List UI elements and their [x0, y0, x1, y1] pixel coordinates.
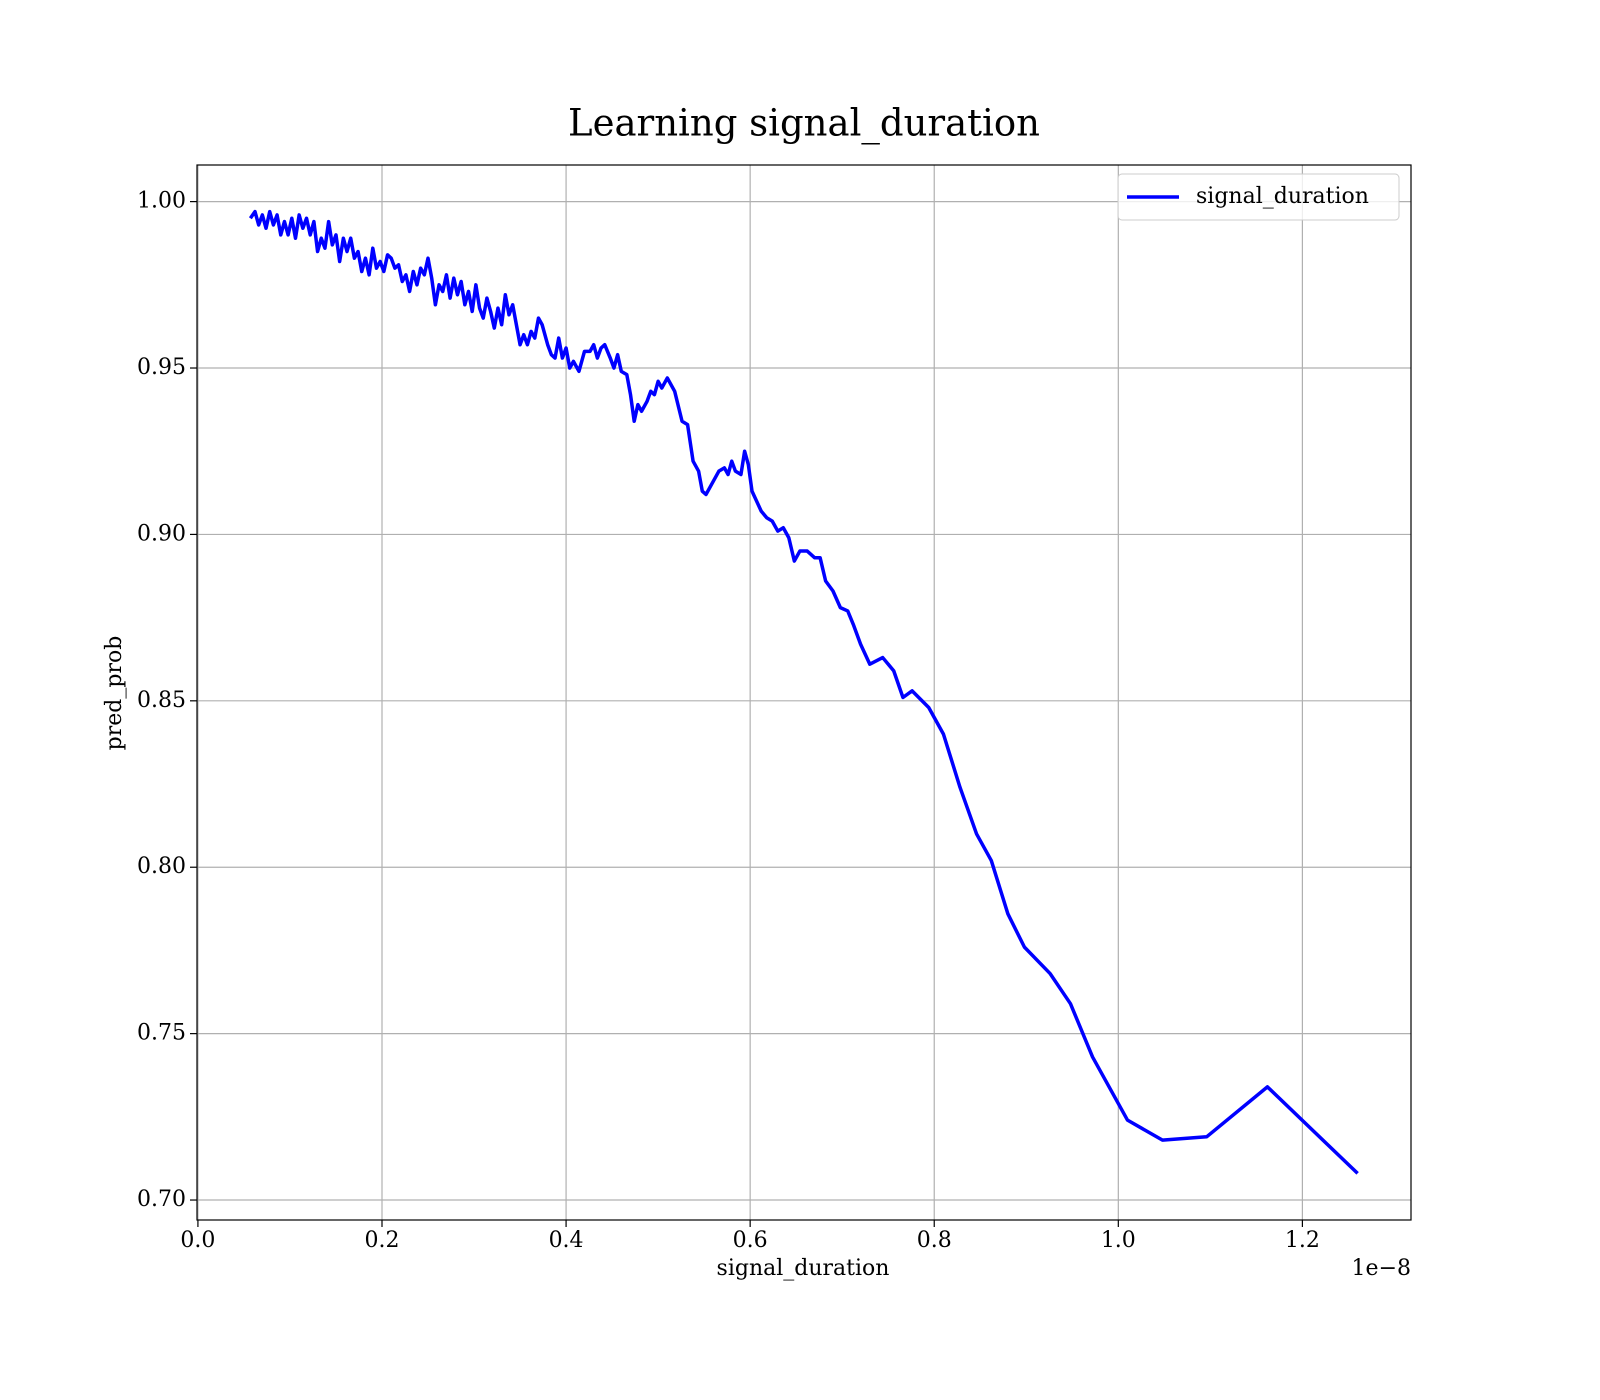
- y-tick-label: 1.00: [137, 189, 186, 214]
- y-tick-label: 0.85: [137, 688, 186, 713]
- x-tick-label: 0.8: [917, 1228, 952, 1253]
- legend-box: [1117, 173, 1400, 221]
- y-tick-label: 0.80: [137, 854, 186, 879]
- x-tick-label: 0.6: [733, 1228, 768, 1253]
- chart-title: Learning signal_duration: [568, 102, 1040, 146]
- x-tick-label: 0.2: [364, 1228, 399, 1253]
- x-tick-label: 0.4: [549, 1228, 584, 1253]
- x-tick-label: 0.0: [180, 1228, 215, 1253]
- data-line: [248, 209, 1359, 1175]
- y-tick-label: 0.70: [137, 1187, 186, 1212]
- y-tick-label: 0.90: [137, 521, 186, 546]
- x-tick-label: 1.0: [1101, 1228, 1136, 1253]
- x-offset-label: 1e−8: [1352, 1256, 1411, 1281]
- y-tick-label: 0.75: [137, 1021, 186, 1046]
- legend-label: signal_duration: [1196, 184, 1369, 209]
- x-tick-label: 1.2: [1285, 1228, 1320, 1253]
- y-axis-label: pred_prob: [102, 636, 127, 751]
- y-tick-label: 0.95: [137, 355, 186, 380]
- x-axis-label: signal_duration: [717, 1256, 890, 1281]
- plot-frame: [196, 164, 1412, 1221]
